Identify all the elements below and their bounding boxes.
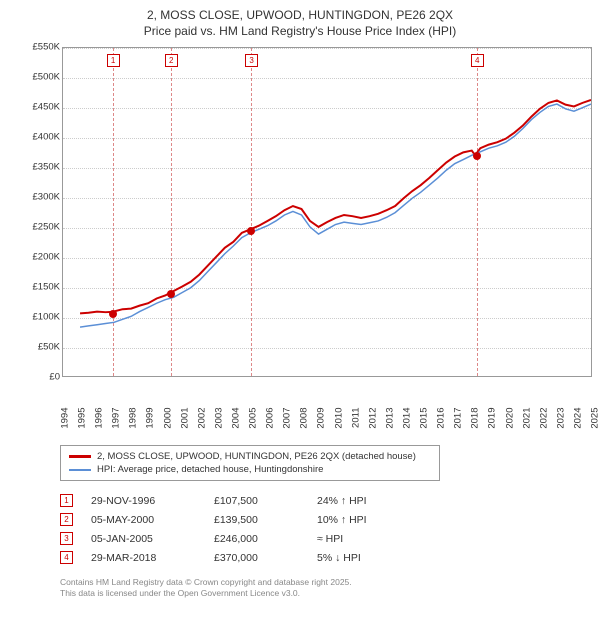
x-axis-label: 2021	[521, 408, 532, 429]
y-axis-label: £300K	[22, 192, 60, 203]
x-axis-label: 2009	[316, 408, 327, 429]
x-axis-label: 1999	[145, 408, 156, 429]
x-axis-label: 2016	[436, 408, 447, 429]
x-axis-label: 2017	[453, 408, 464, 429]
x-axis-label: 2008	[299, 408, 310, 429]
x-axis-label: 2022	[538, 408, 549, 429]
chart-address-title: 2, MOSS CLOSE, UPWOOD, HUNTINGDON, PE26 …	[10, 8, 590, 24]
x-axis-label: 2003	[213, 408, 224, 429]
x-axis-label: 2011	[350, 408, 361, 428]
price-event-marker: 1	[107, 54, 120, 67]
x-axis-label: 1996	[94, 408, 105, 429]
y-axis-label: £350K	[22, 162, 60, 173]
x-axis-label: 2012	[367, 408, 378, 429]
y-axis-label: £0	[22, 372, 60, 383]
y-axis-label: £500K	[22, 72, 60, 83]
chart-legend: 2, MOSS CLOSE, UPWOOD, HUNTINGDON, PE26 …	[60, 445, 440, 481]
x-axis-label: 2013	[384, 408, 395, 429]
x-axis-label: 2014	[401, 408, 412, 429]
x-axis-label: 2025	[590, 408, 600, 429]
x-axis-label: 2020	[504, 408, 515, 429]
x-axis-label: 2001	[179, 408, 190, 429]
y-axis-label: £400K	[22, 132, 60, 143]
price-event-row: 205-MAY-2000£139,50010% ↑ HPI	[60, 510, 590, 529]
legend-item: HPI: Average price, detached house, Hunt…	[69, 463, 431, 476]
x-axis-label: 1994	[60, 408, 71, 429]
price-event-row: 129-NOV-1996£107,50024% ↑ HPI	[60, 491, 590, 510]
y-axis-label: £450K	[22, 102, 60, 113]
x-axis-label: 2002	[196, 408, 207, 429]
copyright-footer: Contains HM Land Registry data © Crown c…	[60, 577, 590, 599]
x-axis-label: 2010	[333, 408, 344, 429]
x-axis-label: 2015	[419, 408, 430, 429]
x-axis-label: 2018	[470, 408, 481, 429]
x-axis-label: 1997	[111, 408, 122, 429]
x-axis-label: 1998	[128, 408, 139, 429]
price-event-row: 429-MAR-2018£370,0005% ↓ HPI	[60, 548, 590, 567]
x-axis-label: 2005	[248, 408, 259, 429]
x-axis-label: 2007	[282, 408, 293, 429]
x-axis-label: 2019	[487, 408, 498, 429]
price-event-marker: 3	[245, 54, 258, 67]
y-axis-label: £200K	[22, 252, 60, 263]
x-axis-label: 2000	[162, 408, 173, 429]
price-event-marker: 4	[471, 54, 484, 67]
x-axis-label: 2024	[572, 408, 583, 429]
price-event-row: 305-JAN-2005£246,000≈ HPI	[60, 529, 590, 548]
price-events-table: 129-NOV-1996£107,50024% ↑ HPI205-MAY-200…	[60, 491, 590, 567]
y-axis-label: £550K	[22, 42, 60, 53]
chart-subtitle: Price paid vs. HM Land Registry's House …	[10, 24, 590, 40]
y-axis-label: £50K	[22, 342, 60, 353]
y-axis-label: £150K	[22, 282, 60, 293]
x-axis-label: 1995	[77, 408, 88, 429]
y-axis-label: £250K	[22, 222, 60, 233]
legend-item: 2, MOSS CLOSE, UPWOOD, HUNTINGDON, PE26 …	[69, 450, 431, 463]
price-chart: 1234 £0£50K£100K£150K£200K£250K£300K£350…	[32, 47, 592, 407]
x-axis-label: 2023	[555, 408, 566, 429]
y-axis-label: £100K	[22, 312, 60, 323]
x-axis-label: 2004	[230, 408, 241, 429]
price-event-marker: 2	[165, 54, 178, 67]
x-axis-label: 2006	[265, 408, 276, 429]
